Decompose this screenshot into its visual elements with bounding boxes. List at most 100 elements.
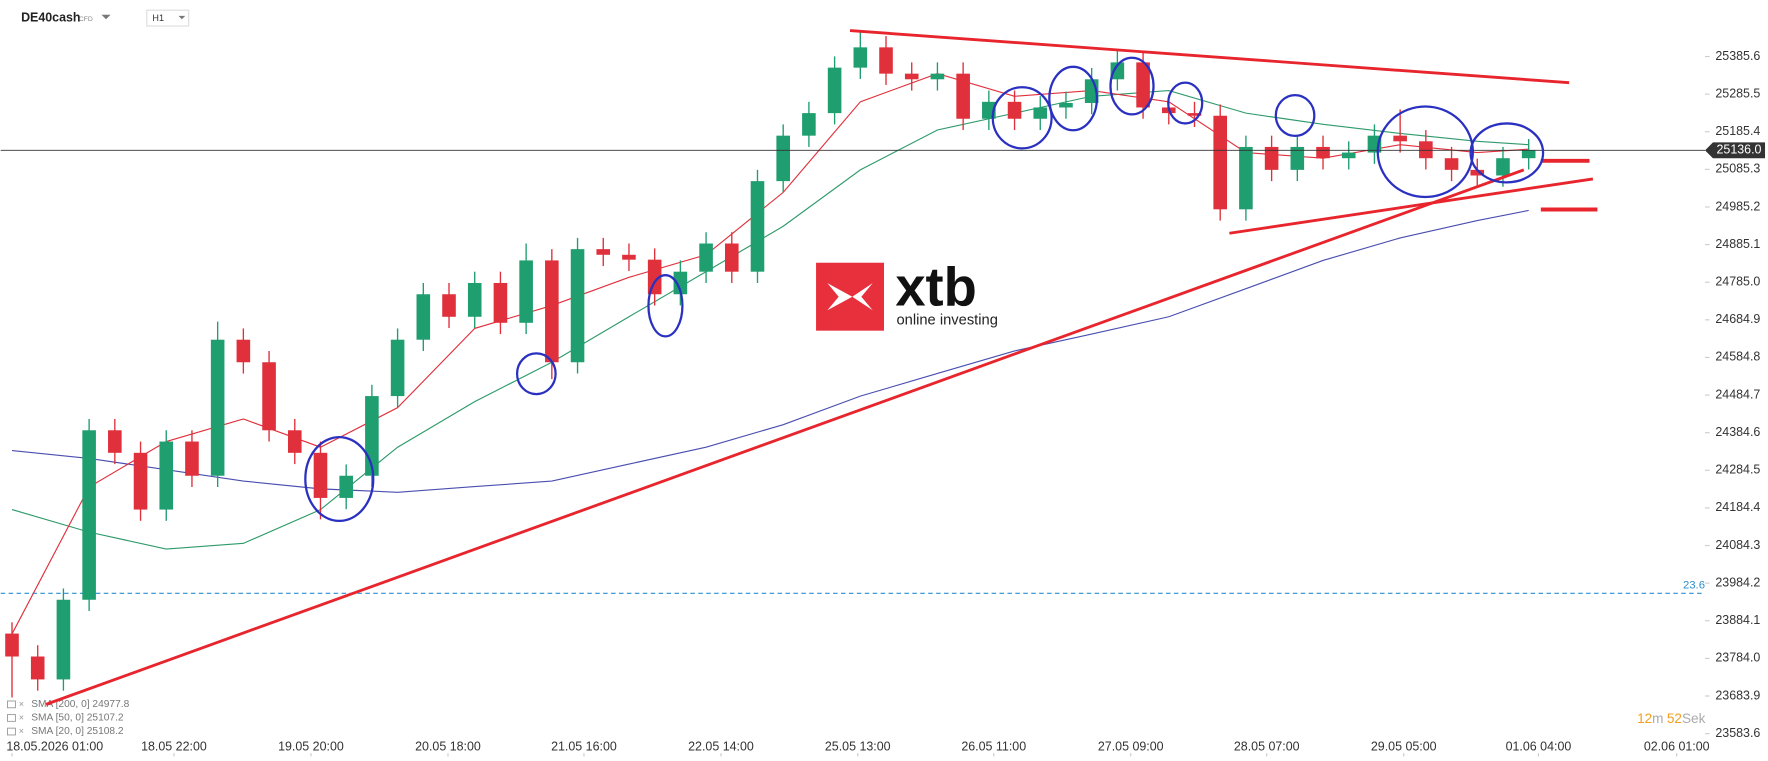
timeframe: H1 [152, 13, 164, 23]
candle-body [390, 339, 405, 397]
candle-body [5, 633, 19, 657]
legend-icon [7, 700, 16, 709]
trendline [1229, 177, 1594, 235]
candle-body [1007, 101, 1022, 119]
x-tick-label: 18.05.2026 01:00 [6, 740, 103, 754]
legend-x: × [19, 712, 24, 722]
countdown-seconds: 52 [1667, 711, 1682, 726]
circle [647, 274, 684, 338]
x-tick-label: 25.05 13:00 [825, 740, 891, 754]
circle [1469, 122, 1545, 184]
trendline [45, 168, 1525, 706]
x-tick-label: 29.05 05:00 [1371, 740, 1437, 754]
y-tick-label: 23784.0 [1715, 651, 1760, 665]
candle-body [185, 441, 199, 476]
timeframe-box[interactable] [146, 9, 190, 27]
candle-body [56, 599, 71, 680]
candle-body [519, 260, 533, 323]
candle-body [596, 249, 611, 255]
candle-body [1341, 152, 1356, 159]
legend-x: × [19, 699, 24, 709]
candle-body [750, 181, 765, 272]
candle-body [30, 656, 45, 680]
y-tick-label: 24785.0 [1715, 274, 1760, 288]
countdown-minutes: 12 [1637, 711, 1652, 726]
y-tick-label: 25285.5 [1715, 86, 1760, 100]
candle-body [262, 362, 276, 431]
countdown: 12m 52Sek [1637, 711, 1706, 726]
candle-body [313, 452, 328, 498]
plot-area: 25385.6 25285.5 25185.4 25085.3 24985.2 24885… [0, 31, 1766, 757]
x-tick-label: 21.05 16:00 [551, 740, 617, 754]
circle [515, 352, 557, 396]
circle [1167, 81, 1204, 125]
candle-body [1521, 150, 1536, 159]
trendline [849, 29, 1570, 85]
circle [1109, 56, 1155, 116]
candle-body [467, 282, 482, 317]
y-tick-label: 25385.6 [1715, 49, 1760, 63]
y-tick-label: 24885.1 [1715, 237, 1760, 251]
candle-body [802, 113, 816, 136]
y-tick-label: 24484.7 [1715, 387, 1760, 401]
candle-body [1470, 169, 1485, 176]
y-tick-label: 25185.4 [1715, 124, 1760, 138]
candle-body [1496, 158, 1510, 176]
x-tick-label: 28.05 07:00 [1234, 740, 1300, 754]
candle-body [1187, 113, 1202, 116]
candle-body [133, 452, 148, 510]
candle-body [776, 135, 790, 182]
sma-line [11, 209, 1529, 493]
candle-body [673, 271, 688, 295]
candle-body [159, 441, 174, 510]
y-tick-label: 23884.1 [1715, 613, 1760, 627]
y-tick-label: 25085.3 [1715, 162, 1760, 176]
candle-body [210, 339, 225, 476]
legend-entry: SMA [50, 0] 25107.2 [31, 713, 124, 724]
current-price-box [1705, 142, 1766, 159]
legend-x: × [19, 726, 24, 736]
candle-body [956, 73, 970, 119]
candle-body [416, 294, 431, 340]
logo-brand: xtb [895, 256, 977, 317]
sma-line [11, 90, 1529, 550]
fib-label: 23.6 [1683, 579, 1705, 591]
y-tick-label: 24584.8 [1715, 350, 1760, 364]
candle-body [647, 259, 662, 295]
timeframe-dropdown[interactable] [178, 15, 186, 20]
candle-body [442, 294, 456, 317]
circle [304, 435, 375, 523]
logo-tagline: online investing [896, 312, 997, 328]
candle-body [1264, 146, 1279, 170]
candle-body [1444, 158, 1459, 170]
x-tick-label: 27.05 09:00 [1098, 740, 1164, 754]
x-tick-label: 18.05 22:00 [141, 740, 207, 754]
circle [991, 86, 1053, 150]
candle-body [853, 47, 868, 68]
candle-body [904, 73, 919, 80]
candle-body [82, 430, 96, 600]
countdown-unit: Sek [1682, 711, 1706, 726]
circle [1376, 105, 1475, 199]
y-tick-label: 24384.6 [1715, 425, 1760, 439]
candle-body [493, 282, 508, 323]
x-tick-label: 26.05 11:00 [961, 740, 1026, 754]
symbol[interactable]: DE40cash [21, 10, 80, 24]
candle-body [1110, 62, 1125, 80]
x-tick-label: 19.05 20:00 [278, 740, 344, 754]
symbol-dropdown[interactable] [101, 14, 111, 20]
legend-icon [7, 714, 16, 722]
countdown-unit: m [1652, 711, 1663, 726]
candle-body [699, 243, 713, 272]
x-tick-label: 22.05 14:00 [688, 740, 754, 754]
candle-body [339, 475, 353, 498]
candle-body [545, 260, 559, 363]
candle-body [570, 249, 585, 363]
y-tick-label: 24084.3 [1715, 538, 1760, 552]
trendlines [45, 29, 1598, 706]
candle-body [1059, 102, 1073, 108]
legend-icon [7, 727, 16, 736]
legend-entry: SMA [200, 0] 24977.8 [31, 699, 129, 710]
candle-body [827, 67, 842, 114]
candle-body [622, 254, 636, 260]
